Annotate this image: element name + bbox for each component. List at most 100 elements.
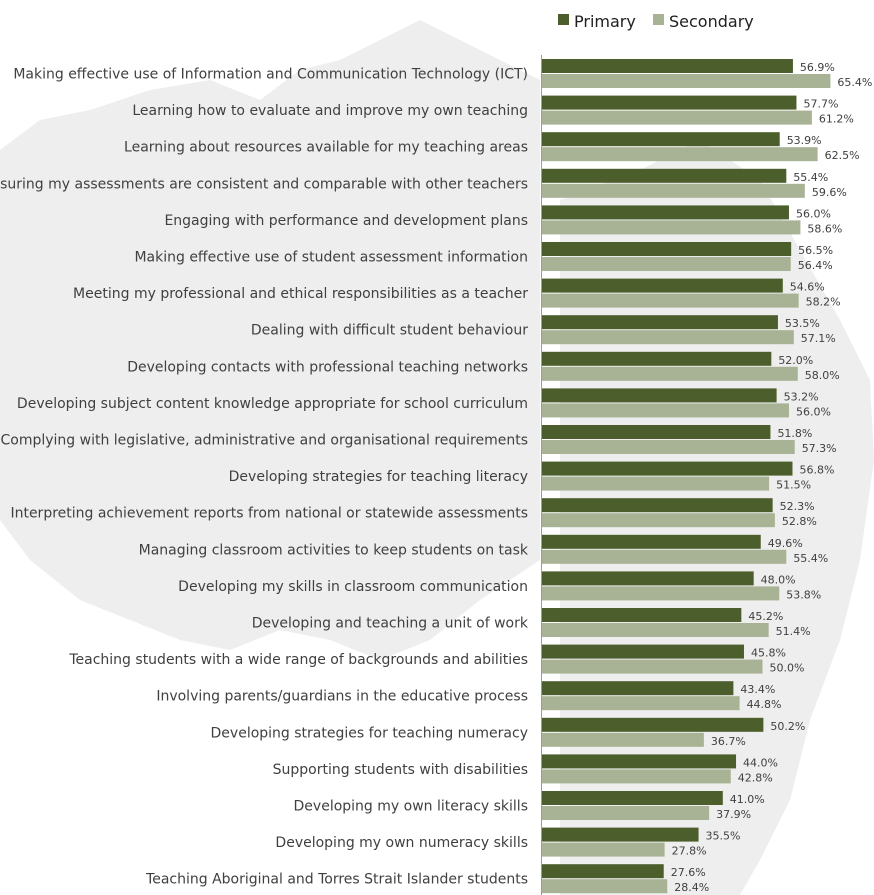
value-label-primary: 56.0% bbox=[796, 207, 831, 220]
bar-secondary bbox=[542, 183, 805, 198]
bar-primary bbox=[542, 498, 773, 513]
value-label-primary: 27.6% bbox=[671, 866, 706, 879]
bar-primary bbox=[542, 59, 793, 73]
category-label: Making effective use of student assessme… bbox=[134, 250, 528, 266]
category-label: Learning about resources available for m… bbox=[124, 140, 528, 156]
legend: Primary Secondary bbox=[558, 12, 754, 31]
bar-primary bbox=[542, 681, 734, 696]
value-label-secondary: 57.1% bbox=[801, 332, 836, 345]
category-label: Developing subject content knowledge app… bbox=[17, 396, 528, 412]
bar-primary bbox=[542, 754, 737, 769]
bar-secondary bbox=[542, 476, 770, 491]
bar-primary bbox=[542, 571, 754, 586]
value-label-primary: 50.2% bbox=[770, 720, 805, 733]
bar-secondary bbox=[542, 147, 818, 162]
bar-secondary bbox=[542, 403, 789, 418]
category-label: Making effective use of Information and … bbox=[13, 67, 528, 83]
value-label-primary: 45.8% bbox=[751, 647, 786, 660]
category-label: Engaging with performance and developmen… bbox=[164, 213, 528, 229]
bar-primary bbox=[542, 461, 793, 476]
value-label-primary: 41.0% bbox=[730, 793, 765, 806]
category-label: Developing my own literacy skills bbox=[294, 799, 528, 815]
bar-primary bbox=[542, 534, 761, 549]
bar-primary bbox=[542, 278, 783, 293]
bar-primary bbox=[542, 608, 742, 622]
value-label-secondary: 42.8% bbox=[738, 771, 773, 784]
bar-secondary bbox=[542, 74, 831, 88]
category-label: Developing my own numeracy skills bbox=[275, 835, 528, 851]
value-label-secondary: 65.4% bbox=[837, 76, 872, 89]
category-label: Developing and teaching a unit of work bbox=[252, 616, 529, 632]
category-label: Interpreting achievement reports from na… bbox=[10, 506, 528, 522]
value-label-primary: 35.5% bbox=[706, 830, 741, 843]
value-label-primary: 56.8% bbox=[799, 464, 834, 477]
value-label-primary: 51.8% bbox=[777, 427, 812, 440]
bar-secondary bbox=[542, 659, 763, 674]
bar-primary bbox=[542, 864, 664, 879]
value-label-secondary: 44.8% bbox=[747, 698, 782, 711]
map-silhouette-left bbox=[0, 20, 540, 660]
bar-primary bbox=[542, 315, 778, 330]
value-label-secondary: 62.5% bbox=[825, 149, 860, 162]
category-label: Developing strategies for teaching liter… bbox=[229, 469, 528, 485]
bar-secondary bbox=[542, 293, 799, 308]
category-label: Complying with legislative, administrati… bbox=[1, 433, 529, 449]
value-label-primary: 52.3% bbox=[780, 500, 815, 513]
value-label-primary: 53.9% bbox=[787, 134, 822, 147]
bar-secondary bbox=[542, 513, 775, 528]
category-label: Dealing with difficult student behaviour bbox=[251, 323, 528, 339]
value-label-primary: 56.9% bbox=[800, 61, 835, 74]
legend-label-primary: Primary bbox=[574, 12, 636, 31]
category-label: Teaching Aboriginal and Torres Strait Is… bbox=[145, 872, 528, 888]
category-label: Managing classroom activities to keep st… bbox=[139, 542, 529, 558]
bar-secondary bbox=[542, 623, 769, 637]
bar-primary bbox=[542, 168, 787, 183]
value-label-primary: 45.2% bbox=[748, 610, 783, 623]
value-label-secondary: 28.4% bbox=[674, 881, 709, 894]
legend-label-secondary: Secondary bbox=[669, 12, 754, 31]
value-label-secondary: 58.0% bbox=[805, 369, 840, 382]
value-label-primary: 54.6% bbox=[790, 281, 825, 294]
bar-primary bbox=[542, 388, 777, 403]
bar-secondary bbox=[542, 586, 780, 601]
value-label-secondary: 56.0% bbox=[796, 405, 831, 418]
category-label: Developing my skills in classroom commun… bbox=[178, 579, 528, 595]
value-label-primary: 57.7% bbox=[803, 98, 838, 111]
bar-primary bbox=[542, 132, 780, 147]
bar-primary bbox=[542, 425, 771, 439]
category-label: Involving parents/guardians in the educa… bbox=[156, 689, 528, 705]
category-label: Teaching students with a wide range of b… bbox=[68, 652, 528, 668]
bar-secondary bbox=[542, 220, 801, 235]
category-label: Learning how to evaluate and improve my … bbox=[132, 103, 528, 119]
category-label: Developing strategies for teaching numer… bbox=[211, 725, 528, 741]
value-label-primary: 55.4% bbox=[793, 171, 828, 184]
value-label-primary: 53.5% bbox=[785, 317, 820, 330]
value-label-primary: 44.0% bbox=[743, 756, 778, 769]
bar-secondary bbox=[542, 110, 812, 125]
bar-primary bbox=[542, 351, 772, 366]
bar-primary bbox=[542, 242, 792, 256]
bar-secondary bbox=[542, 696, 740, 711]
bar-secondary bbox=[542, 879, 668, 894]
bar-secondary bbox=[542, 549, 787, 564]
bar-primary bbox=[542, 205, 789, 220]
bar-primary bbox=[542, 644, 744, 659]
bar-secondary bbox=[542, 769, 731, 784]
legend-swatch-secondary bbox=[653, 14, 664, 25]
value-labels: 56.9%65.4% 57.7% 61.2% 53.9%62.5% 55.4% 59.6%… bbox=[671, 61, 873, 894]
value-label-secondary: 36.7% bbox=[711, 735, 746, 748]
bar-secondary bbox=[542, 732, 704, 747]
bar-secondary bbox=[542, 330, 794, 345]
value-label-secondary: 53.8% bbox=[786, 588, 821, 601]
category-label: Supporting students with disabilities bbox=[273, 762, 528, 778]
bar-secondary bbox=[542, 806, 710, 820]
category-label: Ensuring my assessments are consistent a… bbox=[0, 176, 528, 192]
bar-primary bbox=[542, 95, 797, 110]
bar-secondary bbox=[542, 366, 798, 381]
value-label-secondary: 57.3% bbox=[802, 442, 837, 455]
bar-secondary bbox=[542, 842, 665, 857]
bars bbox=[542, 59, 831, 894]
value-label-primary: 56.5% bbox=[798, 244, 833, 257]
